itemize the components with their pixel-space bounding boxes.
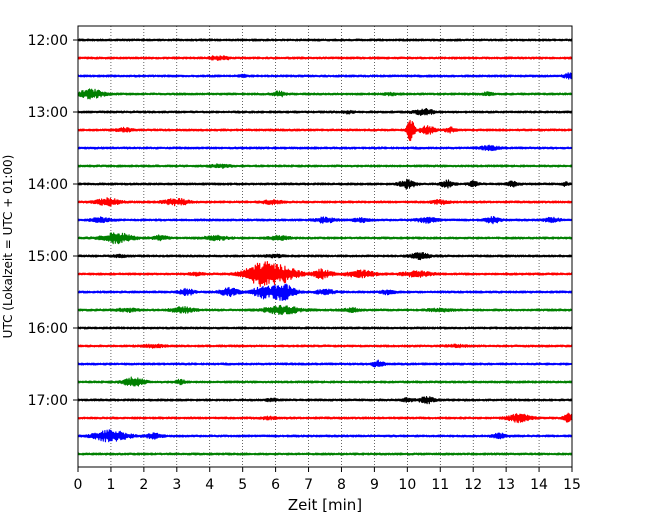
x-tick-label: 3 — [172, 477, 181, 493]
y-tick-label: 13:00 — [28, 105, 68, 121]
trace-1445 — [77, 232, 573, 245]
trace-1430 — [77, 216, 573, 225]
x-tick-label: 6 — [271, 477, 280, 493]
x-tick-label: 15 — [563, 477, 581, 493]
x-axis-label: Zeit [min] — [288, 496, 362, 514]
trace-1330 — [77, 144, 573, 152]
trace-1515 — [77, 260, 573, 287]
x-tick-label: 14 — [530, 477, 548, 493]
trace-1700 — [77, 396, 573, 405]
trace-1315 — [77, 119, 573, 142]
y-tick-label: 17:00 — [28, 393, 68, 409]
x-tick-label: 1 — [106, 477, 115, 493]
x-axis: 0 1 2 3 4 5 6 7 8 9 10 11 12 13 14 15 — [74, 467, 581, 493]
trace-1645 — [77, 376, 573, 387]
y-tick-label: 15:00 — [28, 249, 68, 265]
x-tick-label: 4 — [205, 477, 214, 493]
trace-1630 — [77, 359, 573, 368]
y-tick-label: 14:00 — [28, 177, 68, 193]
trace-1230 — [77, 72, 573, 80]
x-tick-label: 0 — [74, 477, 83, 493]
y-tick-label: 16:00 — [28, 321, 68, 337]
trace-1415 — [77, 197, 573, 207]
plot-frame — [77, 25, 573, 468]
trace-1615 — [77, 343, 573, 349]
trace-layer — [77, 38, 573, 456]
trace-1245 — [77, 88, 573, 100]
x-tick-label: 9 — [370, 477, 379, 493]
trace-1600 — [77, 326, 573, 330]
x-tick-label: 13 — [497, 477, 515, 493]
trace-1400 — [77, 178, 573, 190]
x-tick-label: 11 — [431, 477, 449, 493]
y-axis-label: UTC (Lokalzeit = UTC + 01:00) — [1, 155, 15, 339]
trace-1545 — [77, 304, 573, 316]
y-axis: 12:00 13:00 14:00 15:00 16:00 17:00 — [28, 33, 78, 409]
trace-1530 — [77, 283, 573, 302]
trace-1715 — [77, 412, 573, 424]
x-tick-label: 10 — [398, 477, 416, 493]
trace-1730 — [77, 429, 573, 443]
trace-1345 — [77, 163, 573, 170]
x-tick-label: 7 — [304, 477, 313, 493]
x-tick-label: 5 — [238, 477, 247, 493]
x-tick-label: 2 — [139, 477, 148, 493]
trace-1300 — [77, 107, 573, 116]
y-tick-label: 12:00 — [28, 33, 68, 49]
x-tick-label: 8 — [337, 477, 346, 493]
trace-1745 — [77, 452, 573, 456]
trace-1500 — [77, 251, 573, 261]
x-tick-label: 12 — [464, 477, 482, 493]
trace-1200 — [77, 38, 573, 42]
trace-1215 — [77, 55, 573, 61]
